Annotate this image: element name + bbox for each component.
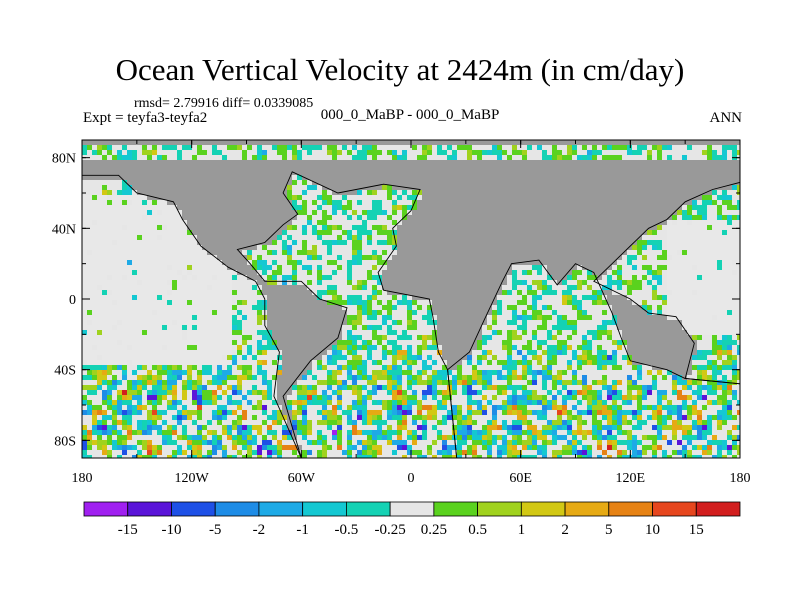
colorbar-label: -10: [161, 522, 181, 538]
colorbar-label: 15: [689, 522, 704, 538]
season-label: ANN: [709, 110, 743, 126]
plot-title: Ocean Vertical Velocity at 2424m (in cm/…: [115, 52, 685, 87]
colorbar-box: [389, 501, 435, 517]
colorbar-label: 0.5: [468, 522, 487, 538]
lat-label: 40N: [52, 222, 76, 237]
colorbar-label: 2: [561, 522, 569, 538]
colorbar-label: 10: [645, 522, 660, 538]
colorbar-label: 5: [605, 522, 613, 538]
colorbar-label: -15: [118, 522, 138, 538]
lon-label: 120E: [616, 471, 646, 486]
colorbar-box: [127, 501, 172, 517]
colorbar-box: [302, 501, 347, 517]
lon-label: 60E: [509, 471, 532, 486]
colorbar-box: [83, 501, 129, 517]
longitude-labels: 180 120W 60W 0 60E 120E 180: [72, 471, 751, 486]
experiment-label: Expt = teyfa3-teyfa2: [83, 110, 208, 126]
colorbar-box: [652, 501, 697, 517]
lon-label: 120W: [175, 471, 210, 486]
colorbar-label: 1: [518, 522, 526, 538]
stats-label: rmsd= 2.79916 diff= 0.0339085: [134, 96, 314, 111]
colorbar-box: [608, 501, 653, 517]
colorbar-labels: -15 -10 -5 -2 -1 -0.5 -0.25 0.25 0.5 1 2 5 10 15: [118, 522, 704, 538]
colorbar-box: [477, 501, 522, 517]
case-label: 000_0_MaBP - 000_0_MaBP: [320, 107, 500, 123]
colorbar-box: [258, 501, 304, 517]
colorbar-box: [214, 501, 260, 517]
lon-label: 180: [730, 471, 751, 486]
latitude-labels: 80N 40N 0 40S 80S: [52, 152, 76, 450]
lon-label: 180: [72, 471, 93, 486]
colorbar-label: 0.25: [421, 522, 447, 538]
colorbar-label: -1: [296, 522, 309, 538]
colorbar-label: -0.25: [375, 522, 406, 538]
colorbar-box: [520, 501, 566, 517]
colorbar-box: [695, 501, 741, 517]
lon-label: 60W: [288, 471, 316, 486]
colorbar-box: [564, 501, 610, 517]
colorbar-label: -0.5: [335, 522, 359, 538]
lat-label: 0: [69, 293, 76, 308]
ocean-field: [82, 145, 740, 458]
colorbar-boxes: [83, 501, 741, 517]
lat-label: 40S: [54, 364, 76, 379]
colorbar-box: [345, 501, 391, 517]
coastlines: [82, 171, 740, 458]
colorbar-label: -5: [209, 522, 222, 538]
colorbar-label: -2: [253, 522, 266, 538]
map-plot-area: [82, 140, 740, 458]
colorbar-box: [433, 501, 479, 517]
lat-label: 80N: [52, 152, 76, 167]
colorbar-box: [171, 501, 216, 517]
axis-ticks: [81, 140, 741, 458]
lat-label: 80S: [54, 434, 76, 449]
lon-label: 0: [408, 471, 415, 486]
